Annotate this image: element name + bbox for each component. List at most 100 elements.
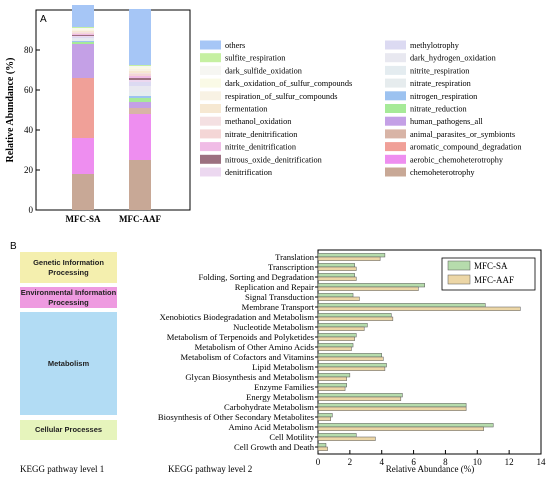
bar-mfc-sa-amino-acid-metabolism	[317, 423, 494, 428]
bar-segment-chemoheterotrophy	[129, 160, 151, 210]
legend-label-dark-oxidation-of-sulfur-compounds: dark_oxidation_of_sulfur_compounds	[225, 79, 352, 88]
category-environmental-information-processing: Environmental Information Processing	[20, 287, 117, 308]
legend-label-nitrite-denitrification: nitrite_denitrification	[225, 143, 297, 152]
panel-a-legend: others sulfite_respiration dark_sulfide_ox…	[200, 40, 522, 177]
bar-segment-others	[72, 5, 94, 27]
bar-mfc-sa-translation	[317, 253, 386, 258]
legend-label-dark-sulfide-oxidation: dark_sulfide_oxidation	[225, 66, 303, 75]
panel-b-chart: 0 2 4 6 8 10 12 14 Relative Abundance (%) Transla…	[158, 249, 546, 474]
bar-mfc-sa-carbohydrate-metabolism	[317, 403, 467, 408]
bar-mfc-sa-membrane-transport	[317, 303, 486, 308]
bar-segment-methanol-oxidation	[72, 32, 94, 33]
x-tick-label: 8	[443, 457, 448, 467]
category-label-amino-acid-metabolism: Amino Acid Metabolism	[229, 422, 315, 432]
y-tick-label: 0	[29, 205, 34, 215]
panel-b-legend: MFC-SA MFC-AAF	[441, 257, 536, 291]
y-tick-label: 20	[24, 165, 34, 175]
bar-mfc-aaf-glycan-biosynthesis-and-metabolism	[317, 376, 347, 381]
bar-mfc-sa-metabolism-of-other-amino-acids	[317, 343, 354, 348]
category-label-nucleotide-metabolism: Nucleotide Metabolism	[233, 322, 314, 332]
bar-segment-aerobic-chemoheterotrophy	[129, 114, 151, 160]
legend-label-human-pathogens-all: human_pathogens_all	[410, 117, 484, 126]
bar-segment-nitrite-respiration	[72, 39, 94, 40]
bar-segment-dark-sulfide-oxidation	[72, 28, 94, 29]
legend-label-fermentation: fermentation	[225, 105, 268, 114]
y-tick-label: 80	[24, 45, 34, 55]
category-label-cell-growth-and-death: Cell Growth and Death	[234, 442, 315, 452]
legend-label-chemoheterotrophy: chemoheterotrophy	[410, 168, 475, 177]
panel-b-bars	[317, 253, 521, 451]
bar-mfc-sa-nucleotide-metabolism	[317, 323, 368, 328]
bar-segment-chemoheterotrophy	[72, 174, 94, 210]
legend-label-nitrous-oxide-denitrification: nitrous_oxide_denitrification	[225, 155, 323, 164]
bar-mfc-sa-transcription	[317, 263, 355, 268]
legend-swatch-nitrogen-respiration	[385, 91, 406, 101]
bar-segment-methanol-oxidation	[129, 73, 151, 74]
bar-mfc-aaf-cell-growth-and-death	[317, 446, 328, 451]
bar-mfc-sa-metabolism-of-cofactors-and-vitamins	[317, 353, 382, 358]
bar-segment-nitrogen-respiration	[72, 41, 94, 42]
legend-swatch-dark-hydrogen-oxidation	[385, 53, 406, 63]
bar-mfc-sa-signal-transduction	[317, 293, 354, 298]
legend-label-methanol-oxidation: methanol_oxidation	[225, 117, 292, 126]
category-cellular-processes: Cellular Processes	[20, 420, 117, 440]
legend-label-nitrite-respiration: nitrite_respiration	[410, 66, 470, 75]
legend-swatch-others	[200, 40, 221, 50]
bar-segment-nitrate-reduction	[72, 42, 94, 44]
legend-label-nitrogen-respiration: nitrogen_respiration	[410, 92, 478, 101]
legend-swatch-aromatic-compound-degradation	[385, 142, 406, 152]
bar-segment-methylotrophy	[72, 37, 94, 38]
legend-swatch-fermentation	[200, 104, 221, 113]
bar-segment-nitrous-oxide-denitrification	[129, 78, 151, 80]
bar-segment-respiration-of-sulfur-compounds	[129, 69, 151, 71]
legend-swatch-nitrous-oxide-denitrification	[200, 154, 221, 164]
x-category-label: MFC-AAF	[119, 214, 161, 224]
bar-mfc-aaf-metabolism-of-terpenoids-and-polyketides	[317, 336, 355, 341]
x-tick-label: 4	[379, 457, 384, 467]
category-label-metabolism-of-cofactors-and-vitamins: Metabolism of Cofactors and Vitamins	[181, 352, 315, 362]
category-label-membrane-transport: Membrane Transport	[242, 302, 315, 312]
category-metabolism: Metabolism	[20, 312, 117, 415]
legend-label-nitrate-denitrification: nitrate_denitrification	[225, 130, 298, 139]
category-label-metabolism-of-terpenoids-and-polyketides: Metabolism of Terpenoids and Polyketides	[167, 332, 315, 342]
bar-mfc-aaf-folding-sorting-and-degradation	[317, 276, 357, 281]
legend-label-aerobic-chemoheterotrophy: aerobic_chemoheterotrophy	[410, 155, 504, 164]
legend-swatch-chemoheterotrophy	[385, 167, 406, 177]
bar-segment-aromatic-compound-degradation	[72, 78, 94, 138]
category-label-carbohydrate-metabolism: Carbohydrate Metabolism	[224, 402, 314, 412]
y-tick-label: 60	[24, 85, 34, 95]
bar-segment-human-pathogens-all	[129, 102, 151, 108]
bar-segment-respiration-of-sulfur-compounds	[72, 30, 94, 31]
legend-swatch-animal-parasites-or-symbionts	[385, 129, 406, 139]
category-label-transcription: Transcription	[268, 262, 315, 272]
bar-mfc-aaf-amino-acid-metabolism	[317, 426, 484, 431]
legend-swatch-dark-oxidation-of-sulfur-compounds	[200, 78, 221, 88]
legend-swatch-human-pathogens-all	[385, 116, 406, 126]
legend-swatch-nitrite-denitrification	[200, 142, 221, 152]
legend-label-mfc-aaf: MFC-AAF	[474, 275, 514, 285]
x-tick-label: 0	[316, 457, 321, 467]
bar-mfc-sa-cell-growth-and-death	[317, 443, 327, 448]
bar-mfc-aaf-signal-transduction	[317, 296, 360, 301]
legend-label-denitrification: denitrification	[225, 168, 273, 177]
kegg-level2-label: KEGG pathway level 2	[168, 464, 253, 474]
category-label-signal-transduction: Signal Transduction	[245, 292, 315, 302]
bar-mfc-sa-replication-and-repair	[317, 283, 425, 288]
bar-mfc-aaf-energy-metabolism	[317, 396, 402, 401]
category-genetic-information-processing: Genetic Information Processing	[20, 252, 117, 283]
bar-segment-sulfite-respiration	[72, 27, 94, 28]
bar-mfc-aaf-carbohydrate-metabolism	[317, 406, 467, 411]
panel-a-axes: 0 20 40 60 80 MFC-SA MFC-AAF	[24, 9, 191, 224]
legend-label-sulfite-respiration: sulfite_respiration	[225, 54, 286, 63]
bar-mfc-sa-glycan-biosynthesis-and-metabolism	[317, 373, 351, 378]
bar-mfc-sa-lipid-metabolism	[317, 363, 387, 368]
legend-label-nitrate-respiration: nitrate_respiration	[410, 79, 472, 88]
bar-segment-nitrate-denitrification	[72, 33, 94, 34]
legend-swatch-respiration-of-sulfur-compounds	[200, 91, 221, 101]
legend-label-others: others	[225, 41, 245, 50]
bar-segment-sulfite-respiration	[129, 65, 151, 66]
bar-mfc-aaf-metabolism-of-cofactors-and-vitamins	[317, 356, 384, 361]
bar-segment-nitrous-oxide-denitrification	[72, 35, 94, 36]
bar-mfc-aaf-xenobiotics-biodegradation-and-metabolism	[317, 316, 394, 321]
category-label-energy-metabolism: Energy Metabolism	[246, 392, 314, 402]
